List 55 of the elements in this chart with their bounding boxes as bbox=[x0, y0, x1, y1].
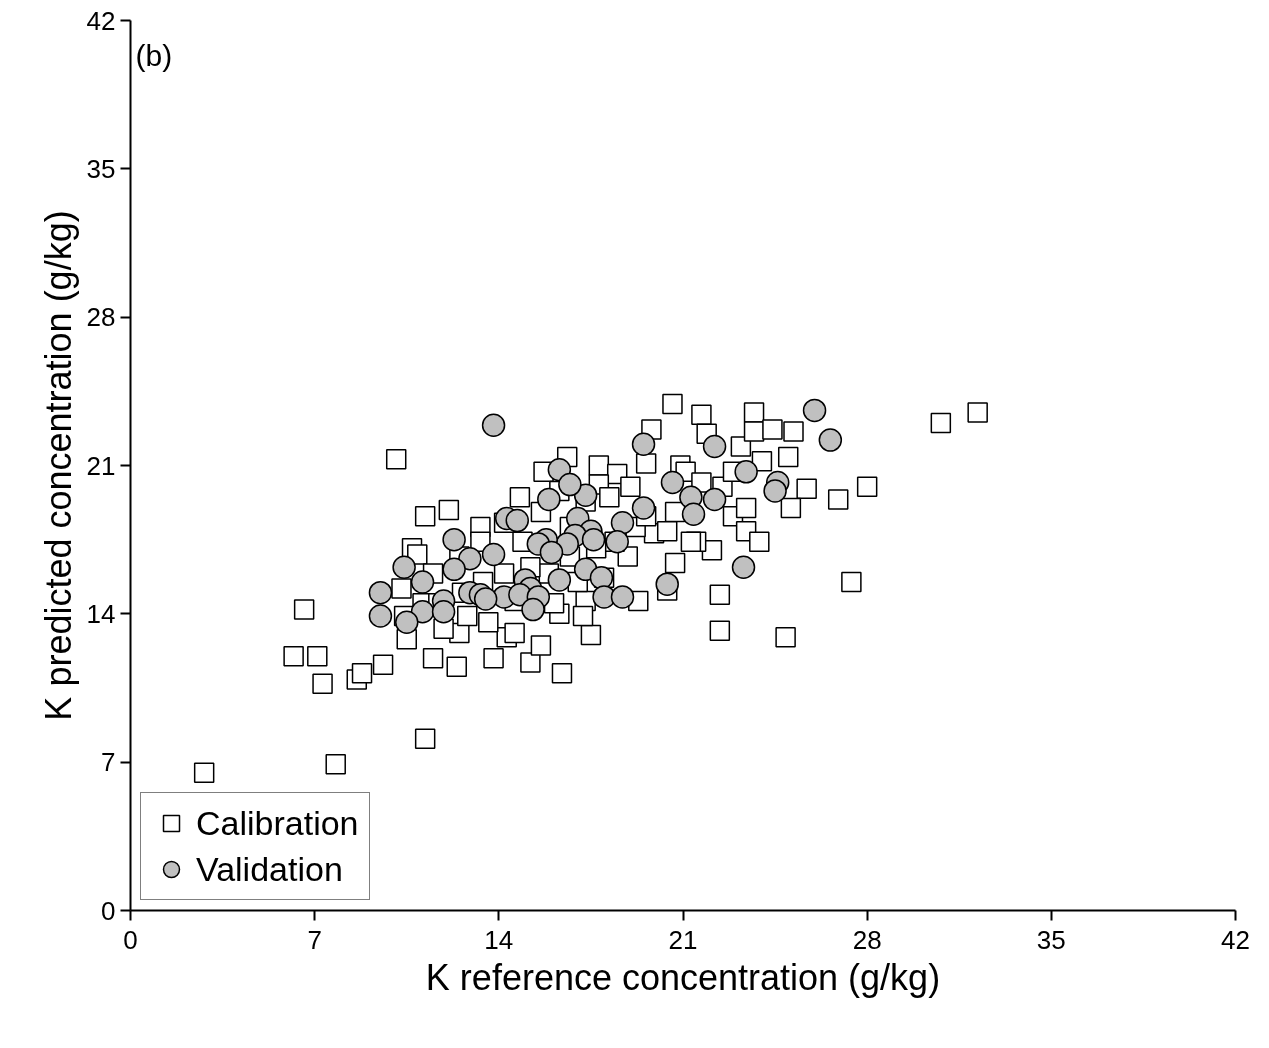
x-axis-title: K reference concentration (g/kg) bbox=[425, 956, 941, 998]
point bbox=[481, 542, 506, 567]
point bbox=[610, 585, 635, 609]
point bbox=[539, 540, 564, 565]
legend-label: Calibration bbox=[196, 803, 359, 843]
point bbox=[442, 527, 466, 552]
point bbox=[605, 530, 629, 554]
point bbox=[589, 566, 614, 590]
y-tick-label: 14 bbox=[86, 598, 116, 629]
point bbox=[442, 557, 466, 582]
y-tick-label: 7 bbox=[101, 747, 116, 778]
x-tick-label: 7 bbox=[307, 924, 322, 955]
point bbox=[631, 432, 656, 457]
point bbox=[731, 555, 756, 579]
point bbox=[392, 555, 416, 579]
point bbox=[537, 487, 561, 512]
y-tick-label: 21 bbox=[86, 450, 116, 481]
point bbox=[660, 470, 685, 495]
point bbox=[368, 604, 393, 628]
point bbox=[521, 597, 545, 622]
point bbox=[763, 479, 787, 503]
point bbox=[368, 580, 393, 605]
point bbox=[610, 510, 635, 535]
x-tick-label: 14 bbox=[484, 924, 514, 955]
y-axis-title: K predicted concentration (g/kg) bbox=[37, 210, 79, 721]
point bbox=[631, 496, 656, 520]
x-tick-label: 21 bbox=[668, 924, 698, 955]
point bbox=[702, 434, 727, 459]
point bbox=[818, 428, 843, 452]
x-tick-label: 42 bbox=[1221, 924, 1250, 955]
point bbox=[573, 483, 598, 507]
point bbox=[655, 572, 679, 596]
point bbox=[395, 610, 419, 635]
annotation: (b) bbox=[135, 38, 173, 72]
point bbox=[410, 570, 435, 594]
y-tick-label: 0 bbox=[101, 895, 116, 926]
legend-label: Validation bbox=[196, 849, 343, 889]
point bbox=[473, 587, 498, 611]
y-tick-label: 42 bbox=[86, 5, 116, 36]
y-tick-label: 28 bbox=[86, 302, 116, 333]
x-tick-label: 0 bbox=[123, 924, 138, 955]
point bbox=[702, 487, 727, 512]
point bbox=[802, 398, 827, 423]
x-tick-label: 35 bbox=[1036, 924, 1066, 955]
point bbox=[581, 527, 606, 552]
point bbox=[481, 413, 506, 437]
x-tick-label: 28 bbox=[852, 924, 882, 955]
point bbox=[681, 502, 706, 526]
point bbox=[431, 599, 456, 624]
point bbox=[734, 460, 758, 484]
point bbox=[505, 508, 529, 533]
y-tick-label: 35 bbox=[86, 153, 116, 184]
point bbox=[547, 568, 572, 592]
point bbox=[558, 472, 582, 497]
point bbox=[458, 547, 482, 571]
